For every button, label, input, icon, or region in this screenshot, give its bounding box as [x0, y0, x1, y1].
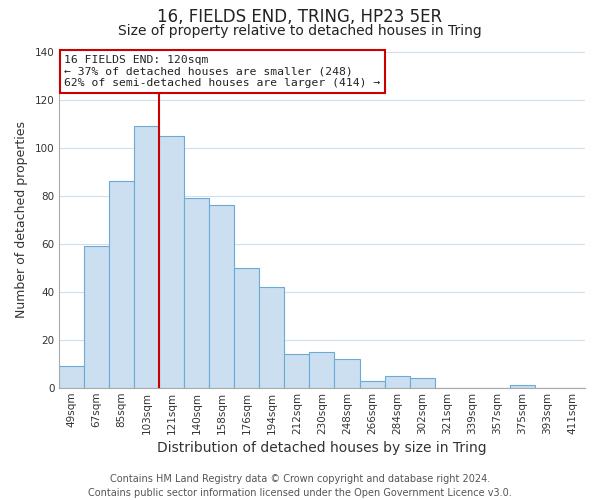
- Text: Contains HM Land Registry data © Crown copyright and database right 2024.
Contai: Contains HM Land Registry data © Crown c…: [88, 474, 512, 498]
- Bar: [234, 268, 259, 388]
- Bar: [410, 378, 434, 388]
- Text: 16 FIELDS END: 120sqm
← 37% of detached houses are smaller (248)
62% of semi-det: 16 FIELDS END: 120sqm ← 37% of detached …: [64, 55, 380, 88]
- Bar: [310, 352, 334, 388]
- Bar: [134, 126, 159, 388]
- Bar: [334, 359, 359, 388]
- Bar: [109, 181, 134, 388]
- Bar: [59, 366, 84, 388]
- Text: Size of property relative to detached houses in Tring: Size of property relative to detached ho…: [118, 24, 482, 38]
- Text: 16, FIELDS END, TRING, HP23 5ER: 16, FIELDS END, TRING, HP23 5ER: [157, 8, 443, 26]
- X-axis label: Distribution of detached houses by size in Tring: Distribution of detached houses by size …: [157, 441, 487, 455]
- Bar: [284, 354, 310, 388]
- Bar: [359, 380, 385, 388]
- Bar: [209, 205, 234, 388]
- Y-axis label: Number of detached properties: Number of detached properties: [15, 121, 28, 318]
- Bar: [510, 386, 535, 388]
- Bar: [159, 136, 184, 388]
- Bar: [84, 246, 109, 388]
- Bar: [259, 287, 284, 388]
- Bar: [385, 376, 410, 388]
- Bar: [184, 198, 209, 388]
